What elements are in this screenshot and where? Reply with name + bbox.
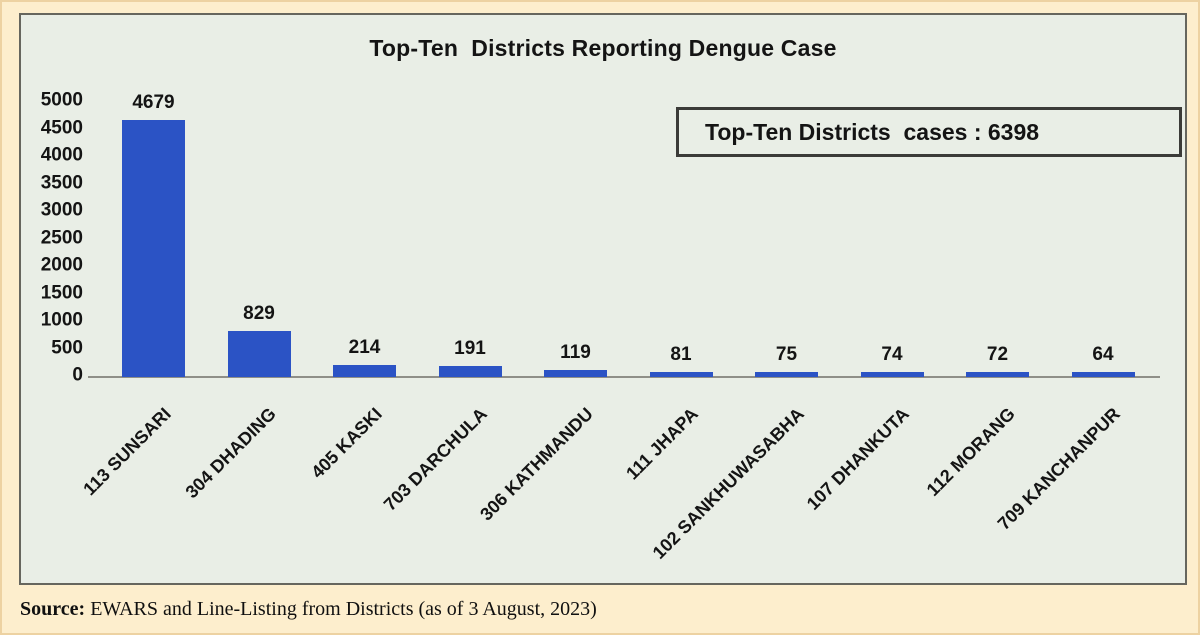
bar <box>438 366 502 377</box>
y-axis-tick-label: 3500 <box>40 172 83 193</box>
bar-chart: 0 500 1000 1500 2000 2500 3000 3500 4000 4500 5000… <box>21 15 1185 583</box>
bar <box>860 372 924 377</box>
y-axis-tick-label: 2500 <box>40 227 83 248</box>
bar <box>649 372 713 377</box>
x-axis-category-label: 306 KATHMANDU <box>475 403 597 525</box>
total-cases-text: Top-Ten Districts cases : 6398 <box>705 118 1040 145</box>
y-axis-tick-label: 4000 <box>40 144 83 166</box>
source-label: Source: <box>20 598 86 620</box>
x-axis-category-label: 703 DARCHULA <box>379 403 491 515</box>
bar-value-label: 75 <box>775 344 798 365</box>
bar <box>122 120 185 377</box>
y-axis-tick-label: 4500 <box>40 117 83 138</box>
x-axis-category-label: 304 DHADING <box>181 403 280 503</box>
bar-value-label: 4679 <box>132 92 175 113</box>
bar-value-label: 74 <box>881 344 903 365</box>
x-axis-category-label: 107 DHANKUTA <box>802 403 913 514</box>
bar-value-label: 119 <box>560 342 591 363</box>
bar <box>333 365 396 377</box>
y-axis-tick-label: 500 <box>51 337 83 358</box>
x-axis-category-label: 113 SUNSARI <box>78 403 175 500</box>
bar-value-label: 72 <box>986 344 1009 365</box>
source-note: Source: EWARS and Line-Listing from Dist… <box>20 598 597 621</box>
bar-value-label: 81 <box>670 344 692 365</box>
source-text: EWARS and Line-Listing from Districts (a… <box>85 598 597 620</box>
chart-panel: Top-Ten Districts Reporting Dengue Case … <box>19 13 1187 585</box>
bar-value-label: 829 <box>243 303 275 324</box>
x-axis-category-label: 112 MORANG <box>922 403 1019 500</box>
total-cases-box: Top-Ten Districts cases : 6398 <box>676 107 1182 157</box>
bar-value-label: 64 <box>1092 344 1114 365</box>
bar <box>1071 372 1135 377</box>
y-axis-tick-label: 5000 <box>40 89 83 111</box>
x-axis-category-label: 111 JHAPA <box>622 403 702 484</box>
bar <box>966 372 1029 377</box>
x-axis-category-label: 102 SANKHUWASABHA <box>648 403 808 563</box>
y-axis-tick-label: 3000 <box>40 199 83 221</box>
bar-value-label: 191 <box>454 338 486 359</box>
y-axis-tick-label: 1500 <box>40 282 83 303</box>
x-axis-category-label: 405 KASKI <box>306 403 386 483</box>
chart-title: Top-Ten Districts Reporting Dengue Case <box>369 35 837 61</box>
y-axis-tick-label: 1000 <box>40 309 83 331</box>
bar-value-label: 214 <box>348 337 381 358</box>
x-axis-category-label: 709 KANCHANPUR <box>993 403 1124 534</box>
y-axis-tick-label: 0 <box>72 364 83 386</box>
bar <box>755 372 818 377</box>
y-axis-tick-label: 2000 <box>40 254 83 276</box>
bar <box>544 370 607 377</box>
bar <box>227 331 291 377</box>
x-axis-line <box>88 376 1160 378</box>
